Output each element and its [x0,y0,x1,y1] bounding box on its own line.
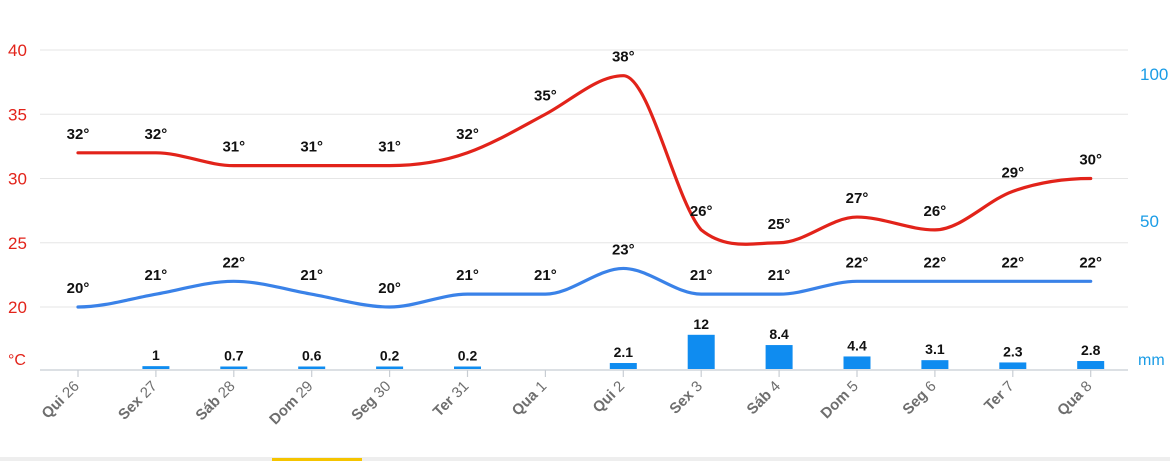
precip-bar [687,334,715,369]
x-tick-label: Sáb 4 [744,378,784,418]
x-tick-label: Dom 29 [266,378,316,428]
min-temp-label: 22° [1001,254,1024,271]
min-temp-label: 20° [67,280,90,297]
precip-label: 2.1 [614,344,634,360]
bottom-accent [272,458,362,461]
max-temp-line [76,74,1093,246]
y-right-tick-label: 100 [1140,65,1168,84]
min-temp-label: 21° [300,267,323,284]
precip-label: 2.3 [1003,343,1023,359]
min-temp-label: 22° [924,254,947,271]
x-tick-label: Seg 30 [348,378,394,424]
max-temp-label: 35° [534,87,557,104]
precip-label: 8.4 [769,326,789,342]
precip-label: 12 [693,316,709,332]
grid-lines [40,49,1128,371]
x-tick-label: Sáb 28 [192,378,238,424]
max-temp-label: 31° [378,139,401,156]
precip-label: 2.8 [1081,342,1101,358]
min-temp-label: 22° [1079,254,1102,271]
x-tick-label: Dom 5 [817,378,861,422]
y-left-tick-label: 30 [8,170,27,189]
x-tick-label: Qua 8 [1054,378,1096,420]
max-temp-label: 27° [846,190,869,207]
min-temp-label: 22° [846,254,869,271]
precipitation-bars: 1 0.7 0.6 0.2 0.2 2.1 12 8.4 4.4 3.1 2.3 2.8 [142,316,1105,369]
precip-label: 3.1 [925,341,945,357]
x-tick-label: Qui 2 [590,378,629,417]
x-tick-label: Ter 31 [430,378,472,420]
min-temp-label: 20° [378,280,401,297]
y-left-unit: °C [8,352,26,369]
x-axis: Qui 26 Sex 27 Sáb 28 Dom 29 Seg 30 Ter 31 Qua … [38,370,1096,428]
max-temp-label: 26° [690,203,713,220]
y-right-tick-label: 50 [1140,212,1159,231]
precip-bar [376,366,404,369]
precip-bar [454,366,481,369]
max-temp-label: 32° [456,126,479,143]
temperature-lines [76,74,1093,309]
x-tick-label: Sex 3 [666,378,706,418]
precip-bar [921,360,949,369]
max-temp-label: 26° [924,203,947,220]
x-tick-label: Sex 27 [115,378,161,424]
precip-bar [843,356,871,369]
precip-label: 1 [152,347,160,363]
max-temp-label: 25° [768,216,791,233]
precip-bar [1077,361,1105,369]
min-temp-label: 21° [768,267,791,284]
precip-bar [609,363,637,369]
max-temp-label: 31° [222,139,245,156]
y-left-tick-label: 25 [8,234,27,253]
max-temp-label: 30° [1079,152,1102,169]
min-temp-label: 21° [456,267,479,284]
y-left-tick-label: 35 [8,105,27,124]
left-axis: 20 25 30 35 40 °C [8,41,27,369]
min-temp-line [76,266,1093,309]
x-tick-label: Qua 1 [509,378,551,420]
max-temp-label: 38° [612,49,635,66]
right-axis: 50 100 mm [1138,65,1168,369]
max-temp-label: 32° [145,126,168,143]
precip-label: 0.2 [458,348,478,364]
min-temp-label: 21° [145,267,168,284]
precip-label: 0.2 [380,348,400,364]
y-left-tick-label: 40 [8,41,27,60]
min-temp-label: 22° [222,254,245,271]
min-temp-label: 23° [612,241,635,258]
x-tick-label: Qui 26 [38,378,82,422]
min-temp-label: 21° [690,267,713,284]
min-temp-label: 21° [534,267,557,284]
precip-label: 0.7 [224,348,244,364]
max-temp-label: 29° [1001,164,1024,181]
x-tick-label: Ter 7 [981,378,1018,415]
bottom-strip [0,457,1170,461]
max-temp-label: 31° [300,139,323,156]
precip-label: 0.6 [302,348,322,364]
y-left-tick-label: 20 [8,298,27,317]
max-temp-label: 32° [67,126,90,143]
precip-label: 4.4 [847,337,867,353]
precip-bar [765,345,793,369]
precip-bar [298,366,326,369]
y-right-unit: mm [1138,352,1165,369]
precip-bar [142,366,170,369]
x-tick-label: Seg 6 [899,378,939,418]
temperature-labels: 32° 32° 31° 31° 31° 32° 35° 38° 26° 25° 27° 26° 29° 3… [67,49,1102,297]
precip-bar [999,362,1027,369]
precip-bar [220,366,248,369]
